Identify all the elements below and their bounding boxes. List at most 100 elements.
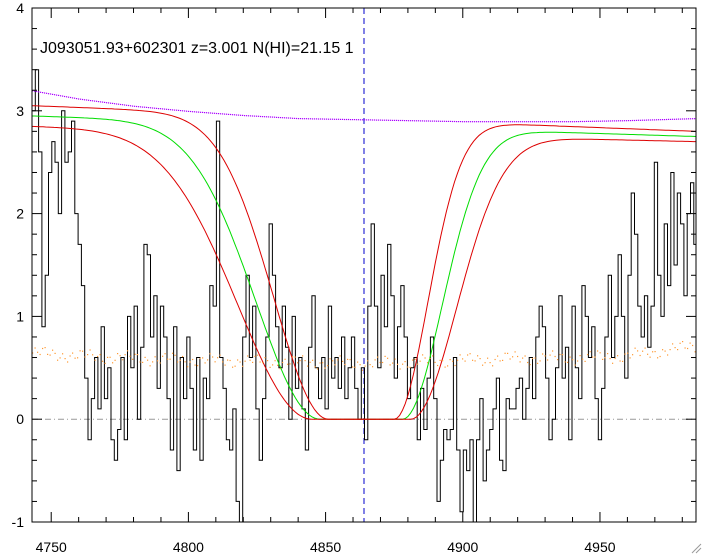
error-dot (374, 359, 376, 361)
continuum-dot (256, 115, 258, 117)
error-dot (319, 362, 321, 364)
error-dot (122, 359, 124, 361)
continuum-dot (86, 99, 88, 101)
continuum-dot (84, 99, 86, 101)
error-dot (509, 358, 511, 360)
continuum-dot (532, 121, 534, 123)
continuum-dot (582, 120, 584, 123)
error-dot (459, 354, 461, 356)
error-dot (444, 366, 446, 368)
error-dot (644, 347, 646, 349)
continuum-dot (100, 101, 102, 103)
error-dot (477, 355, 479, 357)
continuum-dot (500, 121, 502, 123)
error-dot (597, 350, 599, 352)
continuum-dot (298, 118, 300, 120)
resize-grip-icon[interactable] (690, 542, 702, 554)
continuum-dot (330, 118, 332, 120)
error-dot (579, 355, 581, 357)
continuum-dot (458, 121, 460, 123)
error-dot (454, 364, 456, 367)
continuum-dot (112, 102, 114, 104)
continuum-dot (272, 116, 274, 118)
continuum-dot (312, 118, 314, 120)
continuum-dot (492, 121, 494, 123)
error-dot (657, 357, 659, 359)
error-dot (694, 351, 696, 353)
continuum-dot (242, 114, 244, 116)
error-dot (67, 361, 69, 363)
continuum-dot (128, 104, 130, 107)
continuum-dot (308, 118, 310, 120)
continuum-dot (668, 118, 670, 120)
error-dot (417, 363, 419, 365)
error-dot (587, 354, 589, 356)
error-dot (624, 353, 626, 355)
continuum-dot (366, 119, 368, 121)
continuum-dot (314, 118, 316, 120)
error-dot (262, 362, 264, 364)
error-dot (524, 355, 526, 357)
continuum-dot (360, 119, 362, 121)
continuum-dot (68, 96, 70, 98)
continuum-dot (688, 118, 690, 120)
continuum-dot (276, 116, 278, 118)
continuum-dot (542, 121, 544, 123)
error-dot (154, 356, 156, 358)
continuum-dot (694, 118, 696, 120)
continuum-dot (556, 121, 558, 123)
error-dot (492, 365, 494, 367)
error-dot (637, 350, 639, 352)
continuum-dot (664, 119, 666, 121)
continuum-dot (286, 117, 288, 119)
continuum-dot (74, 97, 76, 99)
continuum-dot (450, 120, 452, 122)
continuum-dot (672, 118, 674, 120)
continuum-dot (562, 121, 564, 123)
error-dot (372, 366, 374, 368)
error-dot (129, 355, 131, 357)
continuum-dot (54, 94, 56, 96)
continuum-dot (480, 121, 482, 123)
error-dot (464, 360, 466, 362)
continuum-dot (124, 104, 126, 106)
error-dot (217, 357, 219, 359)
continuum-dot (76, 98, 78, 100)
continuum-dot (642, 119, 644, 121)
continuum-dot (218, 113, 220, 115)
continuum-dot (322, 118, 324, 120)
error-dot (389, 364, 391, 366)
continuum-dot (102, 101, 104, 103)
continuum-dot (572, 121, 574, 123)
continuum-dot (182, 110, 184, 112)
error-dot (529, 364, 531, 366)
error-dot (554, 355, 556, 358)
error-dot (282, 361, 284, 364)
error-dot (182, 355, 184, 358)
error-dot (124, 354, 126, 356)
error-dot (679, 342, 681, 344)
continuum-dot (42, 92, 44, 94)
error-dot (227, 359, 229, 361)
continuum-dot (270, 116, 272, 118)
error-dot (482, 364, 484, 366)
error-dot (72, 352, 74, 354)
continuum-dot (564, 121, 566, 123)
continuum-dot (576, 121, 578, 123)
continuum-dot (618, 120, 620, 122)
continuum-dot (432, 120, 434, 122)
error-dot (594, 356, 596, 358)
continuum-dot (622, 120, 624, 122)
continuum-dot (680, 118, 682, 120)
continuum-dot (684, 118, 686, 120)
error-dot (399, 368, 401, 370)
continuum-dot (306, 118, 308, 120)
error-dot (574, 364, 576, 366)
continuum-dot (368, 119, 370, 121)
error-dot (599, 352, 601, 354)
continuum-dot (604, 120, 606, 122)
continuum-dot (198, 111, 200, 113)
error-dot (297, 362, 299, 364)
error-dot (672, 343, 674, 345)
continuum-dot (442, 120, 444, 122)
